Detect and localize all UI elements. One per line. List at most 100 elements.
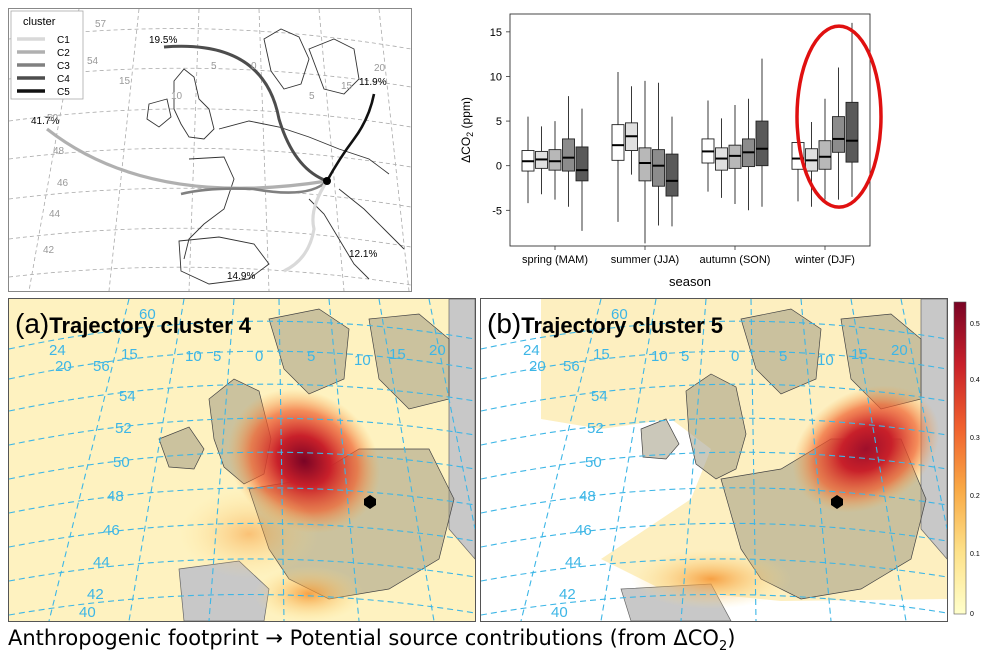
fp-lon-label: 10 — [817, 352, 834, 369]
pct-c2: 41.7% — [31, 116, 59, 127]
fp-lat-label: 60 — [611, 306, 628, 323]
trajectory-lines — [46, 44, 376, 273]
box-c5 — [755, 120, 769, 167]
cluster-legend: cluster C1 C2 C3 C4 C5 — [10, 10, 84, 100]
y-axis-label: ΔCO2 (ppm) — [459, 97, 475, 163]
caption-text-2: Potential source contributions (from ΔCO — [282, 626, 719, 650]
trajectory-graticule — [8, 8, 412, 292]
x-tick-label: autumn (SON) — [700, 254, 771, 266]
legend-label-c5: C5 — [57, 87, 70, 98]
fp-lon-label: 24 — [523, 342, 540, 359]
y-tick-label: 0 — [496, 161, 502, 173]
box-c4 — [832, 116, 845, 153]
trajectory-map: 41.7% 19.5% 11.9% 12.1% 14.9% 57 54 52 5… — [8, 8, 412, 292]
legend-label-c2: C2 — [57, 48, 70, 59]
caption-arrow: → — [265, 626, 283, 650]
pct-c1: 14.9% — [227, 271, 255, 282]
fp-lat-label: 40 — [79, 604, 96, 621]
colorbar-svg: 0.5 0.4 0.3 0.2 0.1 0 — [953, 301, 980, 618]
y-tick-label: 10 — [490, 71, 502, 83]
fp-lat-label: 44 — [93, 554, 110, 571]
lat-label: 57 — [95, 19, 107, 30]
caption: Anthropogenic footprint → Potential sour… — [8, 626, 735, 654]
legend-title: cluster — [23, 16, 56, 28]
panel-a-label: (a)Trajectory cluster 4 — [15, 308, 252, 339]
lon-label: 20 — [374, 63, 386, 74]
fp-lat-label: 48 — [107, 488, 124, 505]
y-tick-label: -5 — [492, 205, 502, 217]
colorbar-tick: 0.1 — [970, 551, 980, 558]
lon-label: 15 — [119, 76, 131, 87]
x-tick-label: spring (MAM) — [522, 254, 588, 266]
colorbar-tick: 0.3 — [970, 435, 980, 442]
lon-label: 5 — [211, 61, 217, 72]
fp-lon-label: 5 — [213, 348, 221, 365]
fp-lat-label: 48 — [579, 488, 596, 505]
fp-lon-label: 15 — [593, 346, 610, 363]
colorbar-tick: 0.2 — [970, 493, 980, 500]
box-c5 — [665, 153, 679, 197]
box-c1 — [611, 124, 625, 161]
legend-label-c3: C3 — [57, 61, 70, 72]
fp-lon-label: 24 — [49, 342, 66, 359]
pct-c4: 19.5% — [149, 35, 177, 46]
footprint-5-svg: 60 24 20 56 15 10 5 0 5 10 15 20 54 52 5… — [480, 298, 948, 622]
y-tick-label: 5 — [496, 116, 502, 128]
legend-label-c4: C4 — [57, 74, 70, 85]
fp-lat-label: 50 — [585, 454, 602, 471]
plot-area — [509, 13, 871, 247]
fp-lat-label: 56 — [563, 358, 580, 375]
highlight-ellipse — [795, 24, 883, 209]
lat-label: 48 — [53, 146, 65, 157]
colorbar-tick: 0.5 — [970, 321, 980, 328]
trajectory-c2 — [46, 127, 328, 190]
fp-lat-label: 54 — [591, 388, 608, 405]
fp-lon-label: 15 — [389, 346, 406, 363]
fp-lat-label: 54 — [119, 388, 136, 405]
footprint-map-cluster-5: 60 24 20 56 15 10 5 0 5 10 15 20 54 52 5… — [480, 298, 948, 622]
box-c5 — [575, 146, 589, 182]
fp-lon-label: 0 — [731, 348, 739, 365]
fp-lon-label: 20 — [529, 358, 546, 375]
lon-label: 15 — [341, 81, 353, 92]
station-marker — [364, 495, 376, 509]
box-c4 — [562, 138, 575, 172]
fp-lat-label: 52 — [115, 420, 132, 437]
trajectory-c1 — [283, 180, 329, 273]
box-c4 — [652, 149, 665, 187]
fp-lat-label: 60 — [139, 306, 156, 323]
fp-lat-label: 42 — [559, 586, 576, 603]
fp-lon-label: 15 — [121, 346, 138, 363]
fp-lon-label: 10 — [651, 348, 668, 365]
lat-label: 44 — [49, 209, 61, 220]
x-axis-label: season — [669, 274, 711, 289]
lon-label: 0 — [251, 61, 257, 72]
trajectory-map-svg: 41.7% 19.5% 11.9% 12.1% 14.9% 57 54 52 5… — [8, 8, 412, 292]
caption-text-3: ) — [727, 626, 736, 650]
lat-label: 46 — [57, 178, 69, 189]
boxplot-chart: -5 0 5 10 15 spring (MAM) summer (JJA) autumn (… — [420, 0, 990, 295]
footprint-4-svg: 60 24 20 56 15 10 5 0 5 10 15 20 54 52 5… — [8, 298, 476, 622]
box-c5 — [845, 101, 859, 163]
lon-label: 10 — [171, 91, 183, 102]
legend-label-c1: C1 — [57, 35, 70, 46]
trajectory-coastlines — [146, 28, 405, 285]
caption-subscript: 2 — [718, 639, 728, 655]
lat-label: 42 — [43, 245, 55, 256]
colorbar: 0.5 0.4 0.3 0.2 0.1 0 — [950, 298, 990, 628]
fp-lon-label: 0 — [255, 348, 263, 365]
fp-lon-label: 15 — [851, 346, 868, 363]
fp-lat-label: 50 — [113, 454, 130, 471]
caption-text-1: Anthropogenic footprint — [8, 626, 266, 650]
trajectory-c5 — [325, 93, 376, 182]
trajectory-c4 — [163, 44, 328, 183]
pct-c3: 12.1% — [349, 249, 377, 260]
lon-label: 5 — [309, 91, 315, 102]
panel-b-label: (b)Trajectory cluster 5 — [487, 308, 723, 339]
fp-lon-label: 10 — [354, 352, 371, 369]
station-marker — [323, 177, 331, 185]
fp-lon-label: 10 — [185, 348, 202, 365]
lat-label: 50 — [47, 113, 59, 124]
fp-lon-label: 20 — [891, 342, 908, 359]
colorbar-gradient — [953, 301, 967, 615]
